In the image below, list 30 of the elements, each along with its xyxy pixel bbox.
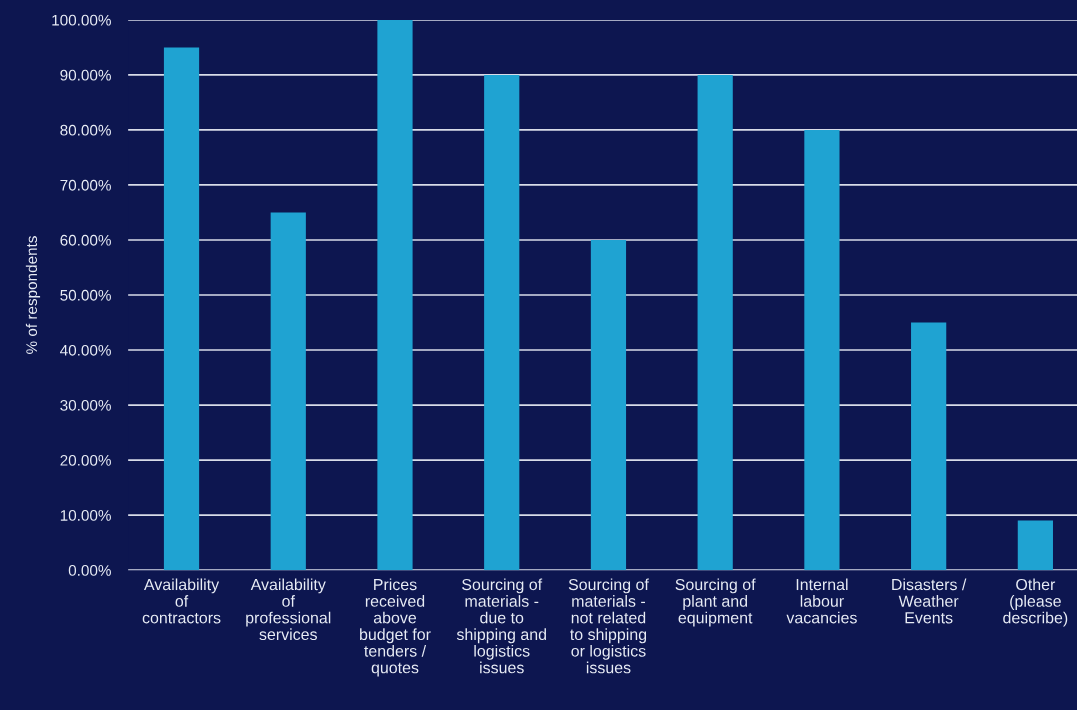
bar xyxy=(1017,520,1053,571)
bar xyxy=(804,129,840,571)
bar xyxy=(590,239,627,571)
x-tick-label: Sourcing of materials - not related to shipping or logistics issues xyxy=(568,578,649,674)
y-tick-label: 60.00% xyxy=(60,234,111,246)
x-tick-label: Availability of contractors xyxy=(142,578,221,624)
y-axis-title: % of respondents xyxy=(25,236,41,354)
bar xyxy=(484,74,520,571)
x-tick-label: Other (please describe) xyxy=(1003,578,1068,627)
y-tick-label: 10.00% xyxy=(60,509,111,521)
x-tick-label: Internal labour vacancies xyxy=(786,578,857,624)
x-tick-label: Sourcing of materials - due to shipping and logistics issues xyxy=(456,578,546,674)
x-tick-label: Availability of professional services xyxy=(246,578,331,641)
x-tick-label: Sourcing of plant and equipment xyxy=(675,578,756,627)
y-tick-label: 20.00% xyxy=(60,454,111,466)
y-tick-label: 30.00% xyxy=(60,399,111,411)
bar xyxy=(163,47,200,571)
bar xyxy=(377,19,413,571)
y-tick-label: 50.00% xyxy=(60,289,111,301)
y-tick-label: 80.00% xyxy=(60,124,111,136)
y-tick-label: 100.00% xyxy=(52,14,111,26)
bar xyxy=(270,212,306,571)
y-tick-label: 70.00% xyxy=(60,179,111,191)
y-tick-label: 40.00% xyxy=(60,344,111,356)
x-tick-label: Disasters / Weather Events xyxy=(892,578,967,624)
y-tick-label: 0.00% xyxy=(68,565,111,576)
x-tick-label: Prices received above budget for tenders / quotes xyxy=(360,578,431,677)
y-tick-label: 90.00% xyxy=(60,69,111,81)
bar xyxy=(697,74,733,571)
bar xyxy=(911,322,947,571)
